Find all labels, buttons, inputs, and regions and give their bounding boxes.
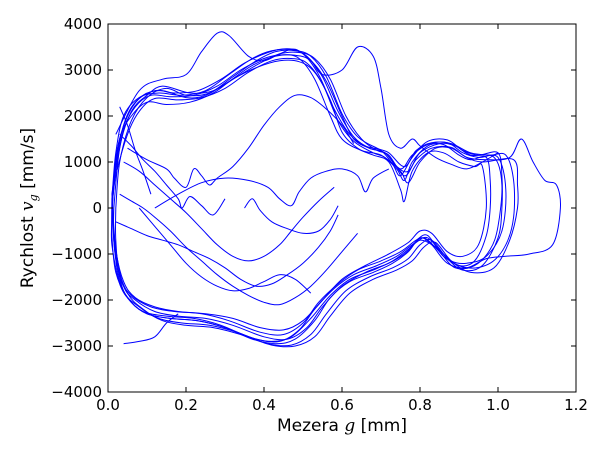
y-tick-label: −1000 [51,245,102,263]
y-tick-label: 3000 [64,61,102,79]
series-line-16 [123,161,335,262]
y-axis-label: Rychlost vg [mm/s] [18,128,40,288]
y-tick-label: 4000 [64,15,102,33]
series-line-8 [111,59,487,331]
axis-ticks: 0.0 0.2 0.4 0.6 0.8 1.0 1.2 −4000 −3000 −2000 −100… [51,15,588,414]
y-tick-label: 2000 [64,107,102,125]
x-axis-label: Mezera g [mm] [277,416,407,436]
series-line-17 [244,198,339,234]
y-tick-label: 1000 [64,153,102,171]
series-line-6 [111,48,507,342]
x-tick-label: 1.0 [486,396,510,414]
x-tick-label: 1.2 [564,396,588,414]
series-line-3 [111,57,519,348]
series-line-18 [123,313,179,345]
series-line-1 [111,54,492,341]
series-line-10 [127,94,355,188]
x-tick-label: 0.6 [330,396,354,414]
series-line-2 [111,48,503,347]
y-tick-label: 0 [92,199,102,217]
series-lines [110,31,562,348]
series-line-9 [115,31,499,170]
x-tick-label: 0.8 [408,396,432,414]
series-line-12 [115,214,339,287]
y-tick-label: −3000 [51,337,102,355]
y-tick-label: −4000 [51,383,102,401]
series-line-4 [114,49,516,336]
series-line-11 [119,134,226,216]
x-tick-label: 0.0 [96,396,120,414]
series-line-15 [138,207,312,294]
y-tick-label: −2000 [51,291,102,309]
series-line-13 [154,168,390,209]
x-tick-label: 0.2 [174,396,198,414]
series-line-14 [119,193,358,306]
series-line-19 [119,106,152,195]
x-tick-label: 0.4 [252,396,276,414]
